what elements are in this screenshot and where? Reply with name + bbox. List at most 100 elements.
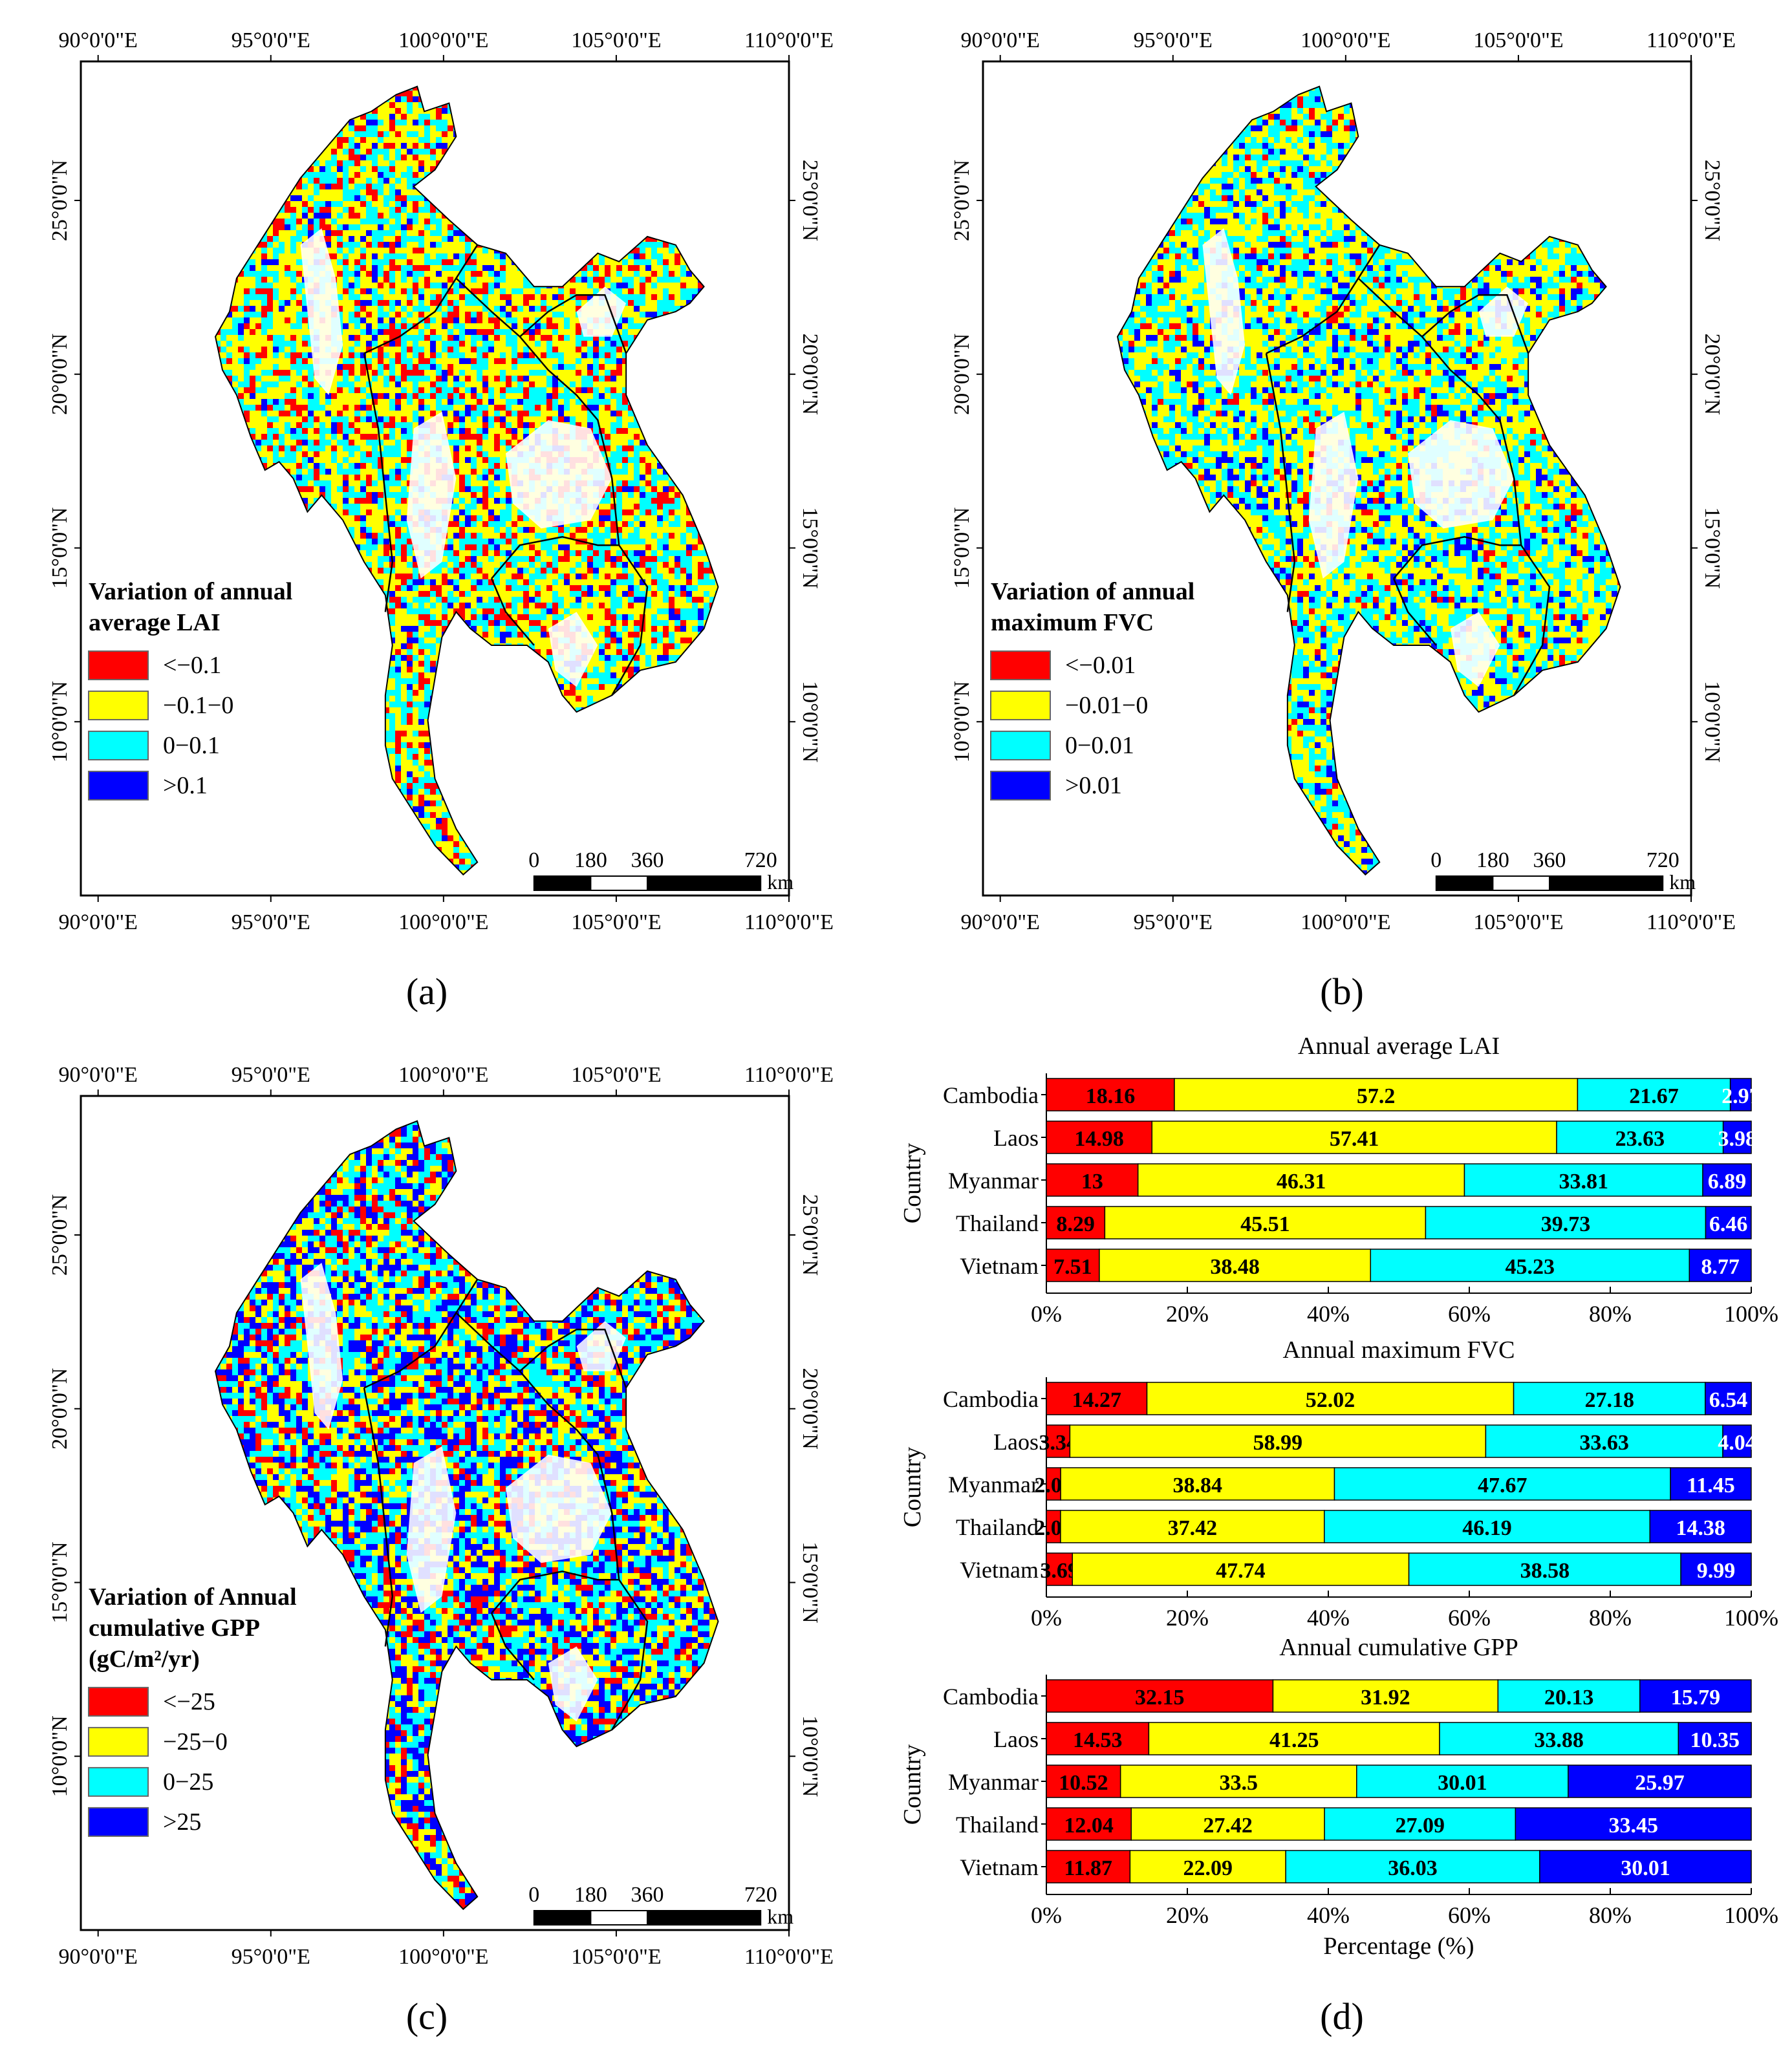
data-label: 33.5 xyxy=(1219,1771,1258,1795)
chart-title: Annual average LAI xyxy=(1298,1035,1500,1060)
scale-bar-label: 0 xyxy=(528,1883,539,1907)
bar-segment-red xyxy=(1046,1722,1150,1755)
map-panel-c: 90°0'0"E 90°0'0"E 95°0'0"E 95°0'0"E 100°0'0"… xyxy=(48,1063,834,1969)
legend-swatch-yellow xyxy=(990,691,1051,721)
legend-label: −0.01−0 xyxy=(1065,692,1148,719)
bar-segment-yellow xyxy=(1151,1121,1557,1154)
data-label: 2.97 xyxy=(1722,1084,1760,1108)
category-label: Thailand xyxy=(956,1514,1039,1540)
x-tick-label: 0% xyxy=(1031,1902,1062,1928)
bar-segment-red xyxy=(1046,1807,1132,1841)
data-label: 33.81 xyxy=(1559,1170,1608,1194)
x-tick-label: 40% xyxy=(1307,1605,1350,1631)
x-tick-label: 80% xyxy=(1589,1902,1632,1928)
unchanged-area xyxy=(406,1446,457,1613)
lon-tick-label-top: 95°0'0"E xyxy=(232,1063,310,1087)
unchanged-area xyxy=(300,228,343,395)
data-label: 45.51 xyxy=(1240,1212,1290,1236)
data-label: 3.98 xyxy=(1718,1127,1757,1151)
coastline xyxy=(214,85,719,876)
bar-segment-blue xyxy=(1689,1249,1752,1282)
x-tick-label: 20% xyxy=(1166,1605,1209,1631)
x-tick-label: 60% xyxy=(1448,1605,1491,1631)
scale-bar-segment xyxy=(1435,875,1494,891)
scale-bar-label: 720 xyxy=(1646,848,1679,872)
legend-title: average LAI xyxy=(89,609,221,636)
lat-tick-label-left: 25°0'0"N xyxy=(950,160,974,241)
unchanged-area xyxy=(1478,286,1529,337)
lon-tick-label-top: 105°0'0"E xyxy=(1473,28,1563,52)
data-label: 20.13 xyxy=(1544,1686,1594,1710)
lon-tick-label-bottom: 95°0'0"E xyxy=(1134,910,1213,934)
bar-segment-red xyxy=(1046,1121,1153,1154)
bar-segment-cyan xyxy=(1577,1078,1731,1111)
scale-bar-label: 180 xyxy=(574,848,607,872)
bar-segment-blue xyxy=(1649,1510,1752,1543)
bar-segment-yellow xyxy=(1174,1078,1579,1111)
lon-tick-label-bottom: 90°0'0"E xyxy=(59,1945,138,1969)
unchanged-area xyxy=(1308,411,1359,579)
data-label: 4.04 xyxy=(1718,1431,1756,1455)
lon-tick-label-bottom: 95°0'0"E xyxy=(232,910,310,934)
lon-tick-label-top: 95°0'0"E xyxy=(1134,28,1213,52)
lon-tick-label-top: 105°0'0"E xyxy=(571,1063,661,1087)
data-label: 7.51 xyxy=(1053,1255,1092,1279)
bar-segment-cyan xyxy=(1370,1249,1690,1282)
legend-swatch-blue xyxy=(88,771,149,801)
x-tick-label: 0% xyxy=(1031,1301,1062,1327)
lon-tick-label-top: 90°0'0"E xyxy=(59,1063,138,1087)
data-label: 14.38 xyxy=(1676,1516,1725,1540)
bar-segment-blue xyxy=(1729,1078,1752,1111)
coastline xyxy=(1116,85,1621,876)
bar-segment-yellow xyxy=(1119,1765,1357,1798)
bar-segment-red xyxy=(1046,1679,1274,1713)
category-label: Thailand xyxy=(956,1210,1039,1236)
unchanged-area xyxy=(506,420,612,529)
lon-tick-label-bottom: 110°0'0"E xyxy=(744,1945,834,1969)
lat-tick-label-right: 15°0'0"N xyxy=(798,1541,822,1623)
legend-swatch-blue xyxy=(990,771,1051,801)
lon-tick-label-bottom: 105°0'0"E xyxy=(1473,910,1563,934)
legend-title: Variation of annual xyxy=(991,578,1194,605)
country-border xyxy=(1392,578,1437,646)
bar-segment-blue xyxy=(1639,1679,1752,1713)
scale-bar-label: 180 xyxy=(1476,848,1509,872)
data-label: 12.04 xyxy=(1064,1814,1114,1838)
scale-bar-segment xyxy=(1549,875,1664,891)
lon-tick-label-top: 110°0'0"E xyxy=(1646,28,1736,52)
x-tick-label: 60% xyxy=(1448,1301,1491,1327)
data-label: 10.52 xyxy=(1059,1771,1108,1795)
bar-segment-cyan xyxy=(1463,1163,1703,1197)
data-label: 10.35 xyxy=(1690,1728,1740,1752)
x-tick-label: 100% xyxy=(1724,1902,1778,1928)
bar-segment-cyan xyxy=(1513,1382,1706,1415)
data-label: 15.79 xyxy=(1671,1686,1721,1710)
country-border xyxy=(363,1279,479,1389)
bar-segment-blue xyxy=(1705,1382,1752,1415)
country-border xyxy=(1265,353,1296,612)
category-label: Laos xyxy=(993,1429,1039,1455)
legend-label: >0.01 xyxy=(1065,772,1122,799)
stacked-bar-chart: Annual maximum FVC 0% 20% 40% 60% 80% 100% Coun… xyxy=(899,1336,1778,1631)
bar-segment-blue xyxy=(1568,1765,1752,1798)
data-label: 14.53 xyxy=(1073,1728,1123,1752)
lat-tick-label-left: 25°0'0"N xyxy=(48,160,72,241)
category-label: Cambodia xyxy=(943,1082,1039,1108)
bar-segment-cyan xyxy=(1408,1552,1681,1586)
data-label: 27.42 xyxy=(1203,1814,1253,1838)
country-border xyxy=(455,1312,620,1580)
bar-segment-yellow xyxy=(1146,1382,1515,1415)
bar-segment-blue xyxy=(1680,1552,1752,1586)
bar-segment-yellow xyxy=(1104,1206,1427,1239)
lat-tick-label-left: 10°0'0"N xyxy=(48,681,72,762)
panel-label-a: (a) xyxy=(362,970,491,1013)
legend-swatch-red xyxy=(88,1686,149,1717)
lat-tick-label-right: 15°0'0"N xyxy=(1700,507,1724,588)
lon-tick-label-top: 105°0'0"E xyxy=(571,28,661,52)
legend-label: 0−25 xyxy=(163,1768,213,1796)
chart-title: Annual cumulative GPP xyxy=(1279,1634,1518,1661)
data-label: 38.58 xyxy=(1520,1559,1570,1583)
country-border xyxy=(491,1571,649,1731)
lat-tick-label-left: 10°0'0"N xyxy=(950,681,974,762)
data-label: 57.2 xyxy=(1357,1084,1396,1108)
